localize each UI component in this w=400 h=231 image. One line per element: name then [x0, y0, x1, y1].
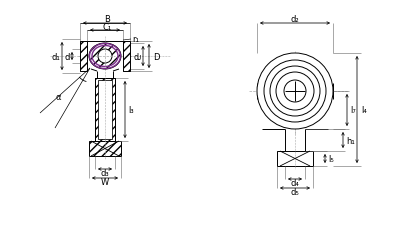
Text: h₁: h₁ — [346, 136, 355, 145]
Circle shape — [270, 67, 320, 116]
Polygon shape — [80, 42, 87, 72]
Polygon shape — [277, 151, 313, 166]
Text: D: D — [153, 52, 160, 61]
Polygon shape — [123, 42, 130, 72]
Text: dᴊ: dᴊ — [134, 52, 142, 61]
Text: l₄: l₄ — [361, 106, 367, 115]
Text: d₄: d₄ — [290, 179, 300, 188]
Text: d₅: d₅ — [291, 188, 299, 197]
Text: l₇: l₇ — [350, 106, 356, 115]
Circle shape — [276, 73, 314, 110]
Text: d₃: d₃ — [101, 169, 109, 178]
Ellipse shape — [89, 44, 121, 70]
Text: d₂: d₂ — [291, 15, 299, 24]
Text: r₁: r₁ — [132, 35, 139, 44]
Text: B: B — [104, 15, 110, 24]
Text: d: d — [65, 52, 70, 61]
Text: α: α — [55, 92, 61, 101]
Polygon shape — [98, 81, 112, 139]
Text: C₁: C₁ — [102, 22, 112, 31]
Circle shape — [284, 81, 306, 103]
Polygon shape — [95, 79, 115, 141]
Circle shape — [257, 54, 333, 129]
Text: l₅: l₅ — [328, 154, 334, 163]
Circle shape — [264, 61, 326, 122]
Circle shape — [98, 50, 112, 64]
Ellipse shape — [89, 44, 121, 70]
Text: d₁: d₁ — [51, 52, 60, 61]
Text: W: W — [101, 178, 109, 187]
Text: l₃: l₃ — [128, 106, 134, 115]
Polygon shape — [89, 141, 121, 156]
